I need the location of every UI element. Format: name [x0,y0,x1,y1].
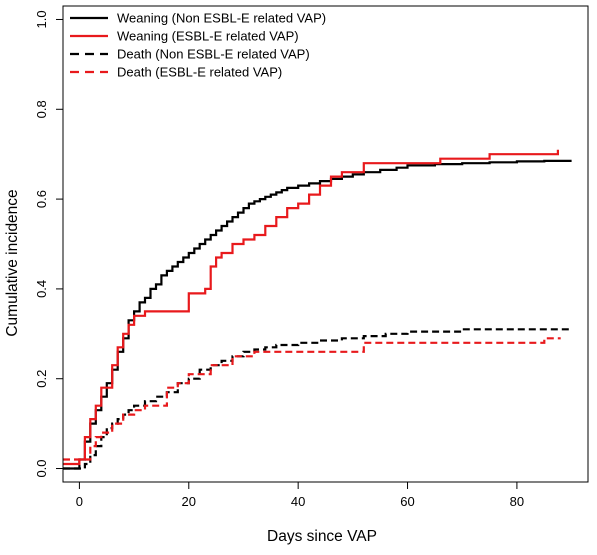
legend-label-4: Death (ESBL-E related VAP) [117,65,282,80]
y-tick-label: 0.2 [34,370,49,388]
y-tick-label: 0.4 [34,280,49,298]
y-axis-title: Cumulative incidence [4,189,21,336]
x-tick-label: 40 [291,494,305,509]
x-tick-label: 20 [182,494,196,509]
legend: Weaning (Non ESBL-E related VAP) Weaning … [70,11,326,80]
plot-marks [63,149,572,470]
x-tick-label: 60 [400,494,414,509]
y-tick-label: 0.0 [34,459,49,477]
y-tick-label: 0.6 [34,190,49,208]
series-line-2 [63,149,559,466]
x-tick-label: 80 [510,494,524,509]
legend-label-1: Weaning (Non ESBL-E related VAP) [117,11,326,26]
legend-label-2: Weaning (ESBL-E related VAP) [117,29,299,44]
series-line-3 [63,328,572,470]
y-tick-label: 1.0 [34,10,49,28]
axes: 0 20 40 60 80 0.0 0.2 0.4 0.6 0.8 1.0 [34,5,589,509]
series-line-4 [63,337,561,461]
plot-frame [62,5,589,483]
y-tick-label: 0.8 [34,100,49,118]
x-axis-title: Days since VAP [267,528,377,545]
x-tick-label: 0 [76,494,83,509]
legend-label-3: Death (Non ESBL-E related VAP) [117,47,310,62]
